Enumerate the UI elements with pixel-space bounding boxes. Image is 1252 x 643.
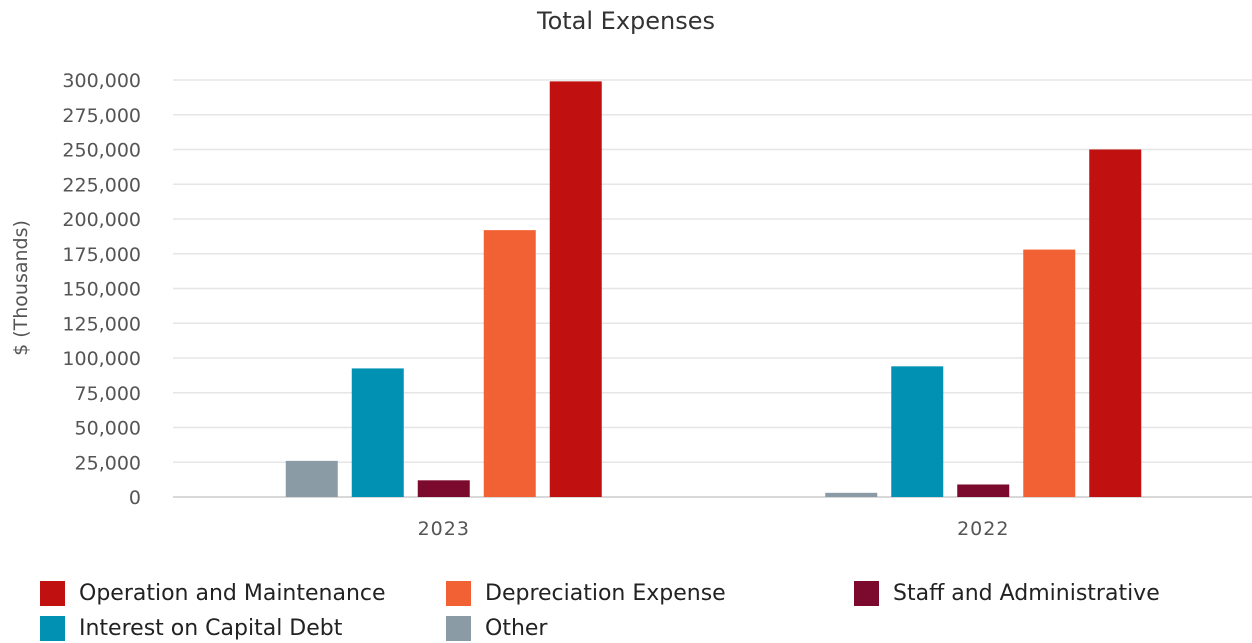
bar-depreciation-expense-2023[interactable] [483,230,536,497]
y-tick-label: 50,000 [75,418,141,440]
y-tick-label: 150,000 [62,279,141,301]
bar-interest-on-capital-debt-2022[interactable] [891,366,944,497]
bars [285,81,1142,498]
bar-chart: Total Expenses $ (Thousands) 0 25,000 50,0… [10,7,1252,540]
y-tick-label: 300,000 [62,70,141,92]
y-tick-label: 0 [129,487,141,509]
y-tick-label: 175,000 [62,244,141,266]
x-tick-label: 2023 [418,518,470,540]
x-axis-ticks: 2023 2022 [418,518,1009,540]
bar-other-2023[interactable] [285,460,338,497]
y-tick-label: 100,000 [62,348,141,370]
chart-title: Total Expenses [536,7,715,35]
bar-operation-and-maintenance-2023[interactable] [549,81,602,497]
y-tick-label: 75,000 [75,383,141,405]
legend-item-other[interactable]: Other [446,613,547,643]
y-tick-label: 225,000 [62,174,141,196]
legend-label: Staff and Administrative [893,580,1160,606]
x-tick-label: 2022 [957,518,1009,540]
legend-item-interest-on-capital-debt[interactable]: Interest on Capital Debt [40,613,342,643]
y-axis-ticks: 0 25,000 50,000 75,000 100,000 125,000 150,000… [62,70,141,509]
legend-item-staff-and-administrative[interactable]: Staff and Administrative [854,578,1160,608]
bar-staff-and-administrative-2022[interactable] [957,484,1010,497]
y-tick-label: 275,000 [62,105,141,127]
bar-interest-on-capital-debt-2023[interactable] [351,368,404,497]
y-tick-label: 25,000 [75,452,141,474]
legend-label: Other [485,615,548,641]
legend-swatch [446,580,471,606]
bar-operation-and-maintenance-2022[interactable] [1089,149,1142,498]
legend-item-operation-and-maintenance[interactable]: Operation and Maintenance [40,578,386,608]
legend-swatch [40,615,65,641]
y-tick-label: 250,000 [62,140,141,162]
legend-label: Depreciation Expense [485,580,726,606]
legend-label: Operation and Maintenance [79,580,386,606]
legend-swatch [446,615,471,641]
y-tick-label: 200,000 [62,209,141,231]
legend-swatch [40,580,65,606]
bar-other-2022[interactable] [825,492,878,497]
legend-item-depreciation-expense[interactable]: Depreciation Expense [446,578,726,608]
y-axis-label: $ (Thousands) [10,220,32,356]
bar-depreciation-expense-2022[interactable] [1023,249,1076,497]
legend-swatch [854,580,879,606]
y-tick-label: 125,000 [62,313,141,335]
bar-staff-and-administrative-2023[interactable] [417,480,470,497]
legend-label: Interest on Capital Debt [79,615,343,641]
